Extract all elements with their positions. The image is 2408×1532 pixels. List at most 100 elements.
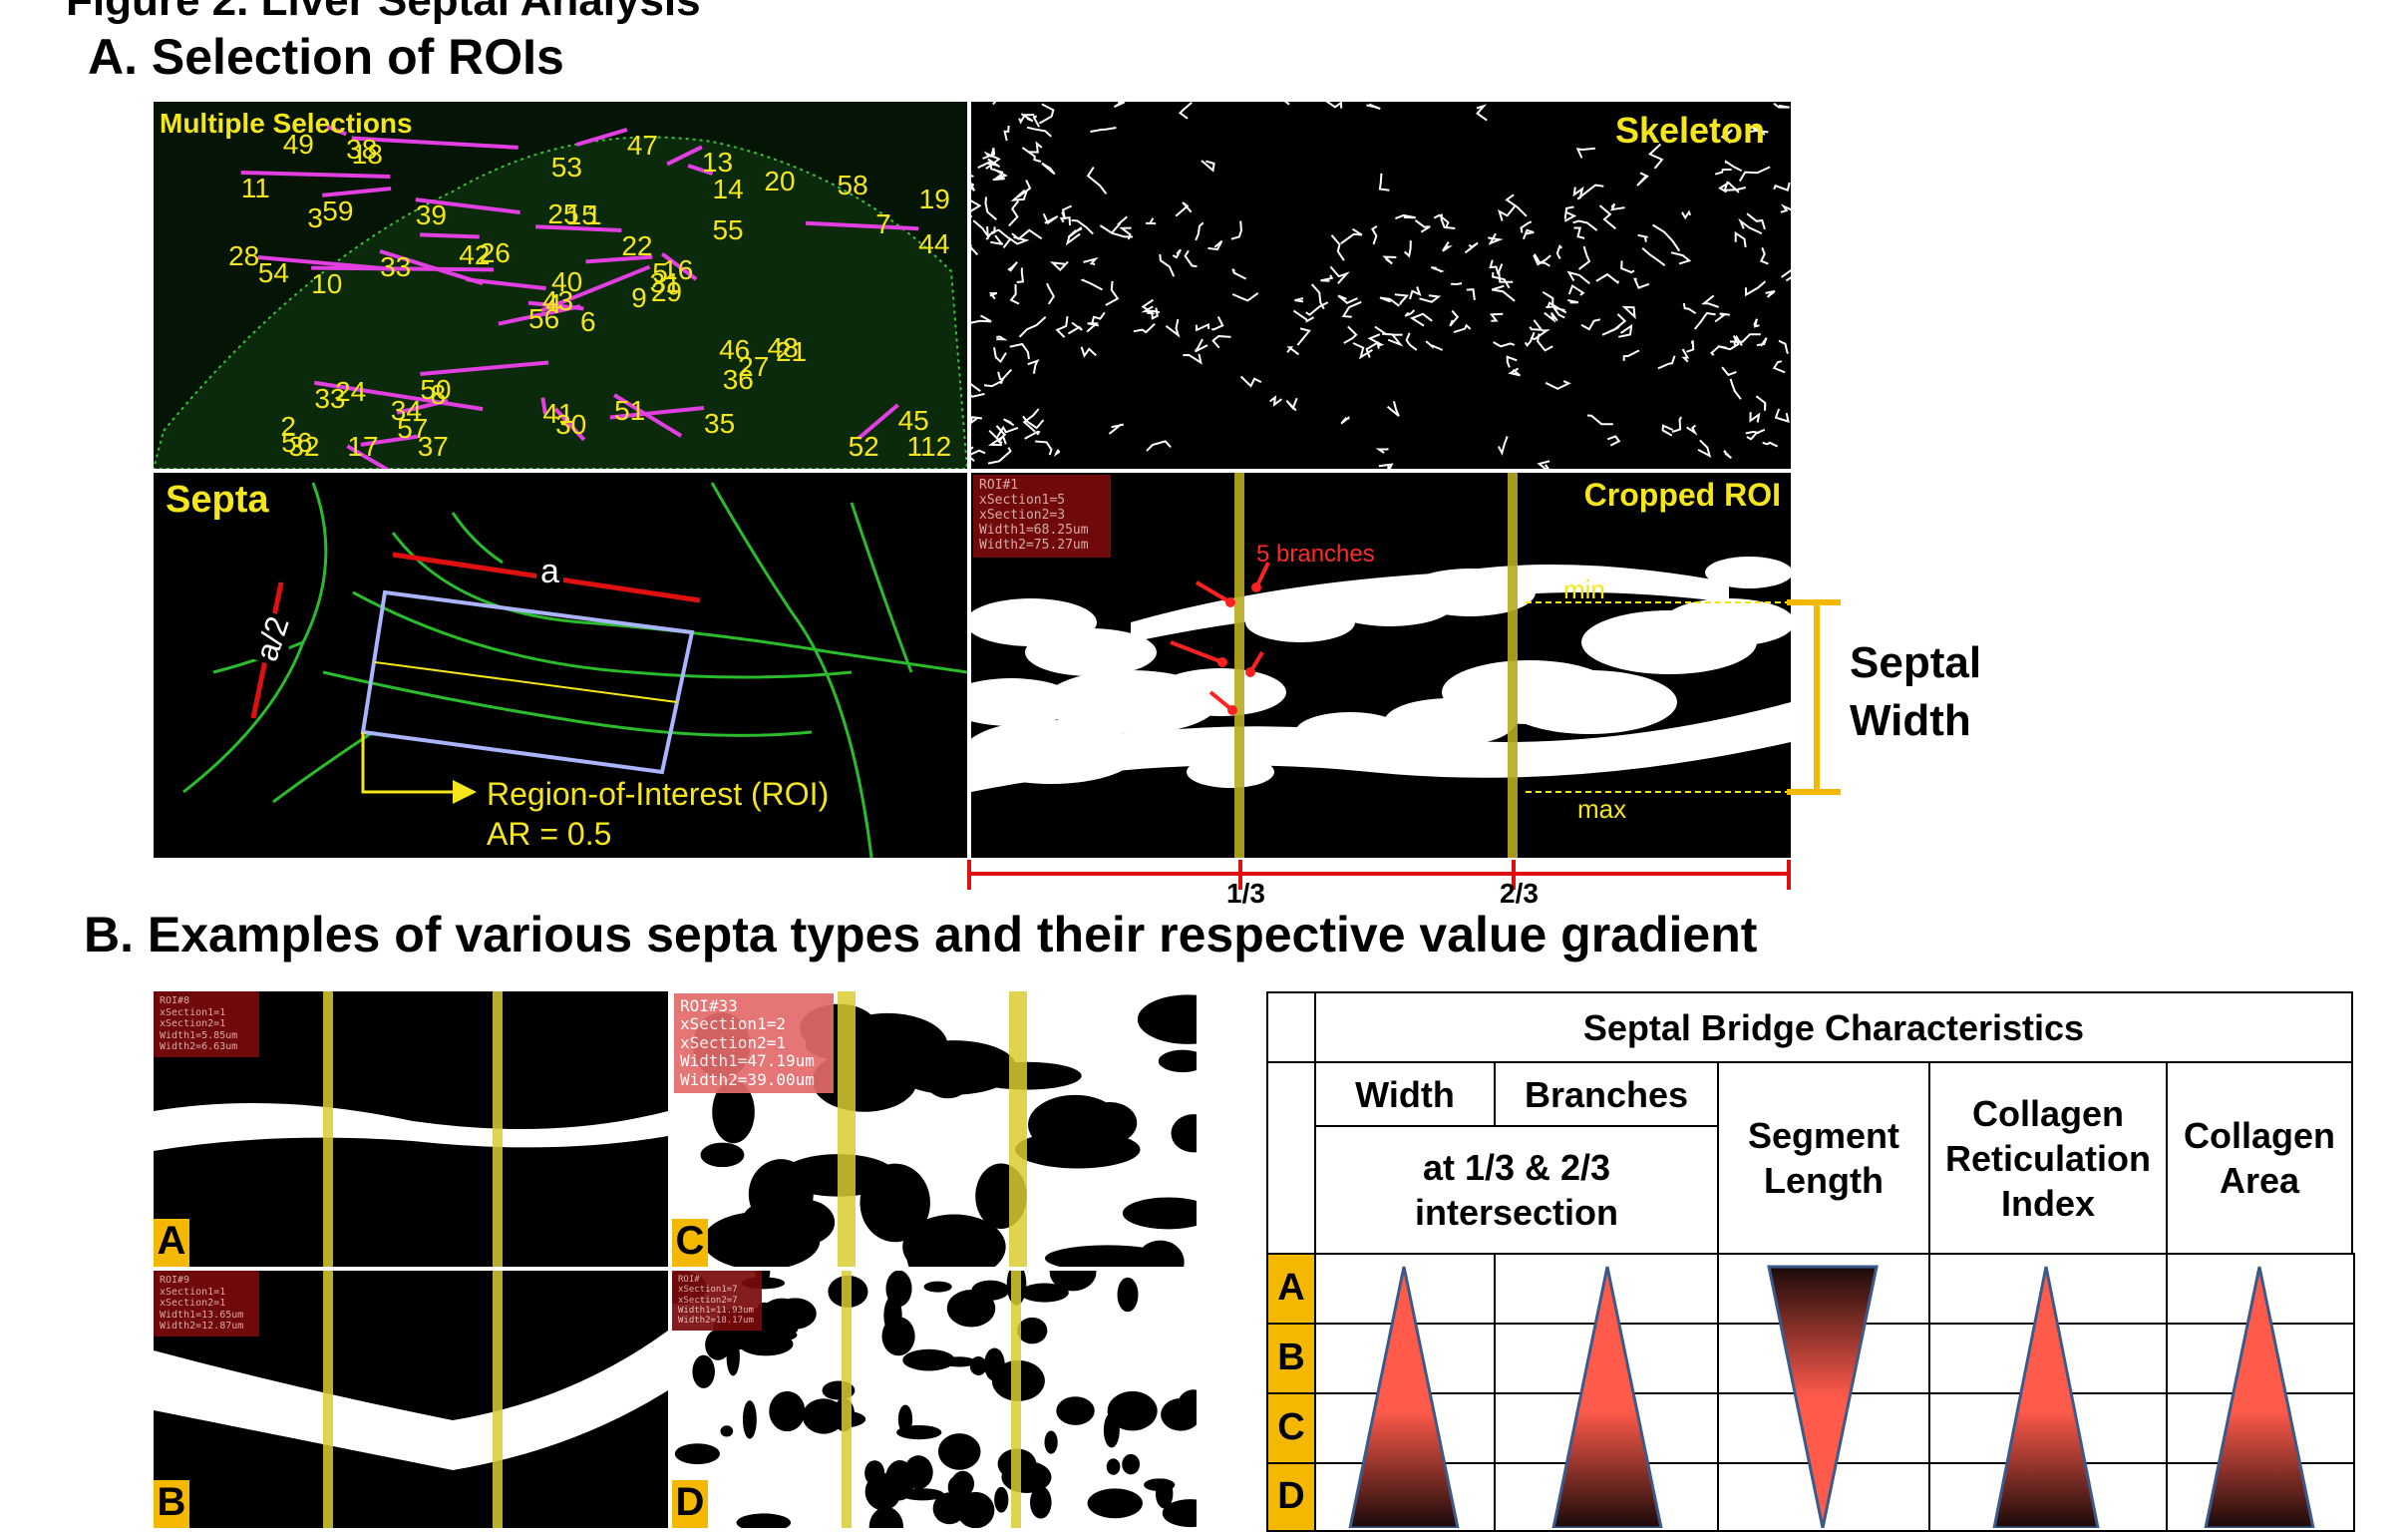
roi-info-line: ROI#8 — [160, 995, 190, 1006]
multiple-selections-label: Multiple Selections — [160, 108, 413, 139]
row-label-d: D — [1266, 1462, 1316, 1532]
selection-number: 44 — [918, 228, 950, 260]
selection-number: 45 — [897, 404, 929, 436]
example-panel-c: ROI#33 xSection1=2 xSection2=1 Width1=47.19… — [672, 991, 1197, 1267]
selection-number: 51 — [614, 395, 646, 427]
cropped-roi-image — [971, 473, 1791, 858]
roi-info-line: ROI# — [678, 1275, 700, 1285]
cropped-roi-label: Cropped ROI — [1583, 477, 1781, 513]
roi-info-line: xSection2=1 — [160, 1298, 226, 1309]
multi-selection-overlay — [154, 125, 967, 469]
skeleton-image — [971, 102, 1791, 469]
roi-info-line: xSection1=7 — [678, 1285, 738, 1296]
roi-info-line: Width1=68.25um — [979, 522, 1089, 538]
selection-number: 21 — [775, 336, 808, 368]
selection-number: 54 — [257, 257, 289, 289]
selection-number: 28 — [228, 239, 260, 271]
selection-number: 50 — [420, 373, 452, 405]
cropped-roi-annotations — [967, 599, 1841, 890]
selection-number: 22 — [621, 230, 653, 262]
roi-info-line: Width1=5.85um — [160, 1029, 238, 1041]
selection-number: 19 — [918, 184, 950, 215]
section-b-title: B. Examples of various septa types and t… — [84, 907, 1758, 962]
selection-number: 31 — [649, 266, 681, 298]
roi-info-line: xSection1=1 — [160, 1006, 226, 1018]
selection-number: 33 — [380, 250, 412, 282]
roi-info-line: xSection1=1 — [160, 1286, 226, 1298]
roi-label: Region-of-Interest (ROI) — [487, 776, 830, 812]
selection-number: 57 — [397, 412, 429, 444]
selection-number: 9 — [631, 281, 647, 313]
min-label: min — [1563, 574, 1605, 604]
selection-number: 46 — [719, 334, 751, 366]
selection-number: 1 — [585, 198, 602, 230]
selection-number: 14 — [712, 174, 744, 205]
panel-skeleton: Skeleton — [971, 102, 1791, 469]
example-b-letter: B — [154, 1480, 189, 1528]
selection-number: 2 — [280, 411, 296, 443]
selection-number: 58 — [837, 170, 868, 201]
roi-info-line: Width2=12.87um — [160, 1321, 244, 1332]
branches-label: 5 branches — [1256, 541, 1375, 568]
roi-info-line: ROI#9 — [160, 1275, 190, 1286]
selection-number: 20 — [764, 165, 796, 196]
septal-width-label-2: Width — [1850, 696, 1971, 745]
selection-number: 53 — [550, 151, 582, 183]
selection-number: 7 — [875, 208, 891, 240]
roi-info-box: ROI#1 xSection1=5 xSection2=3 Width1=68.25u… — [973, 475, 1111, 558]
roi-info-line: xSection2=1 — [160, 1018, 226, 1029]
gradient-triangle-increasing — [2204, 1266, 2315, 1528]
selection-number: 4 — [545, 288, 562, 320]
selection-number: 37 — [417, 431, 449, 462]
gradient-triangle-increasing — [1992, 1266, 2100, 1528]
selection-number: 40 — [551, 265, 583, 297]
selection-number: 47 — [626, 129, 658, 161]
roi-info-line: ROI#1 — [979, 478, 1019, 493]
example-b-roi-info: ROI#9 xSection1=1 xSection2=1 Width1=13.65u… — [154, 1271, 259, 1337]
roi-info-line: xSection1=5 — [979, 492, 1066, 508]
roi-info-line: xSection2=1 — [680, 1032, 786, 1052]
selection-number: 8 — [430, 378, 447, 410]
selection-number: 32 — [288, 431, 320, 462]
roi-info-line: xSection2=7 — [678, 1295, 738, 1306]
selection-number: 48 — [767, 332, 799, 364]
selection-number: 112 — [906, 431, 952, 462]
selection-number: 29 — [650, 275, 683, 307]
dim-a-label: a — [536, 553, 563, 591]
roi-info-line: Width1=13.65um — [160, 1309, 244, 1321]
selection-number: 36 — [722, 364, 754, 396]
example-panel-b: ROI#9 xSection1=1 xSection2=1 Width1=13.65u… — [154, 1271, 668, 1528]
selection-number: 56 — [281, 426, 313, 458]
roi-info-line: Width2=18.17um — [678, 1316, 754, 1327]
gradient-triangle-increasing — [1348, 1266, 1460, 1528]
selection-number: 55 — [712, 213, 744, 245]
selection-number: 16 — [662, 253, 694, 285]
roi-info-line: Width2=39.00um — [680, 1069, 815, 1089]
selection-number: 10 — [311, 267, 343, 299]
selection-number: 17 — [347, 431, 379, 462]
roi-info-line: xSection1=2 — [680, 1014, 786, 1034]
selection-number: 15 — [565, 198, 597, 230]
max-label: max — [1577, 794, 1627, 824]
example-panel-a: ROI#8 xSection1=1 xSection2=1 Width1=5.85um… — [154, 991, 668, 1267]
section-a-title: A. Selection of ROIs — [88, 29, 564, 85]
selection-number: 13 — [701, 147, 734, 179]
selection-number: 39 — [415, 199, 447, 231]
selection-number: 30 — [555, 408, 587, 440]
aspect-ratio-label: AR = 0.5 — [487, 816, 612, 852]
roi-info-line: Width1=11.93um — [678, 1306, 754, 1317]
selection-number: 59 — [322, 194, 354, 226]
col-reticulation: Collagen Reticulation Index — [1928, 1061, 2168, 1255]
example-a-roi-info: ROI#8 xSection1=1 xSection2=1 Width1=5.85um… — [154, 991, 259, 1057]
selection-number: 5 — [652, 256, 668, 288]
selection-number: 56 — [528, 302, 560, 334]
selection-number: 49 — [282, 128, 314, 160]
septa-label: Septa — [166, 479, 269, 521]
sub-intersection: at 1/3 & 2/3 intersection — [1314, 1125, 1719, 1255]
selection-number: 3 — [307, 201, 323, 233]
row-label-a: A — [1266, 1253, 1316, 1325]
selection-number: 41 — [542, 397, 574, 429]
roi-info-line: ROI#33 — [680, 996, 738, 1015]
example-d-letter: D — [672, 1480, 708, 1528]
selection-number: 35 — [704, 407, 736, 439]
